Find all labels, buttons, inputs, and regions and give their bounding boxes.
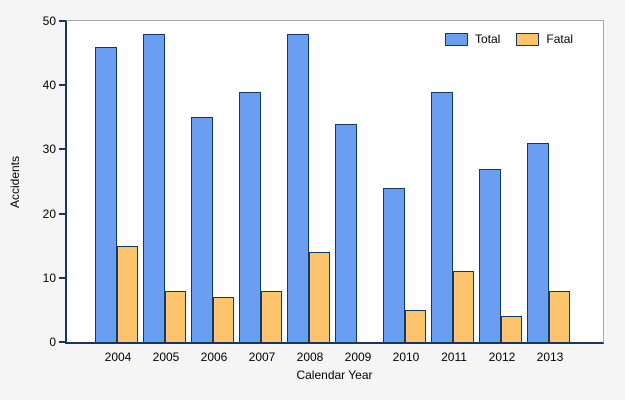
y-tick-label: 0 xyxy=(49,335,56,349)
legend-swatch-fatal xyxy=(516,32,540,46)
bar-total-2005 xyxy=(143,34,165,342)
bar-total-2013 xyxy=(527,143,549,342)
legend-item-fatal: Fatal xyxy=(516,32,573,46)
y-tick-label: 40 xyxy=(42,78,56,92)
bar-fatal-2010 xyxy=(405,310,426,342)
bar-fatal-2005 xyxy=(165,291,186,342)
bar-fatal-2004 xyxy=(117,246,138,342)
x-tick-label: 2011 xyxy=(441,350,467,364)
y-axis-title: Accidents xyxy=(8,155,22,209)
bar-total-2010 xyxy=(383,188,405,342)
bar-fatal-2007 xyxy=(261,291,282,342)
x-axis-title: Calendar Year xyxy=(296,368,373,382)
bar-total-2011 xyxy=(431,92,453,342)
y-tick xyxy=(59,20,65,22)
x-tick-label: 2012 xyxy=(488,350,516,364)
y-tick-label: 10 xyxy=(42,271,56,285)
bar-total-2009 xyxy=(335,124,357,342)
bar-fatal-2006 xyxy=(213,297,234,342)
x-tick-label: 2005 xyxy=(152,350,180,364)
x-tick-label: 2006 xyxy=(200,350,228,364)
y-tick xyxy=(59,341,65,343)
legend-label: Total xyxy=(475,32,501,46)
y-tick xyxy=(59,277,65,279)
y-tick-label: 30 xyxy=(42,142,56,156)
legend: Total Fatal xyxy=(445,32,573,46)
bar-total-2006 xyxy=(191,117,213,342)
bar-total-2004 xyxy=(95,47,117,342)
x-tick-label: 2007 xyxy=(248,350,276,364)
bar-total-2012 xyxy=(479,169,501,342)
x-tick-label: 2008 xyxy=(296,350,324,364)
bar-fatal-2013 xyxy=(549,291,570,342)
y-tick-label: 20 xyxy=(42,207,56,221)
y-tick xyxy=(59,213,65,215)
plot-area xyxy=(65,20,604,344)
x-tick-label: 2013 xyxy=(536,350,564,364)
y-tick xyxy=(59,148,65,150)
legend-label: Fatal xyxy=(546,32,574,46)
x-tick-label: 2009 xyxy=(344,350,372,364)
y-tick-label: 50 xyxy=(42,14,56,28)
bar-fatal-2012 xyxy=(501,316,522,342)
bar-total-2007 xyxy=(239,92,261,342)
legend-item-total: Total xyxy=(445,32,500,46)
legend-swatch-total xyxy=(445,32,468,46)
bar-total-2008 xyxy=(287,34,309,342)
y-axis-title-box: Accidents xyxy=(2,20,28,344)
bar-fatal-2011 xyxy=(453,271,474,342)
bar-fatal-2008 xyxy=(309,252,330,342)
x-axis-labels: 2004 2005 2006 2007 2008 2009 2010 2011 2012 2013 xyxy=(0,350,625,365)
x-tick-label: 2010 xyxy=(392,350,420,364)
y-tick xyxy=(59,84,65,86)
x-tick-label: 2004 xyxy=(104,350,132,364)
